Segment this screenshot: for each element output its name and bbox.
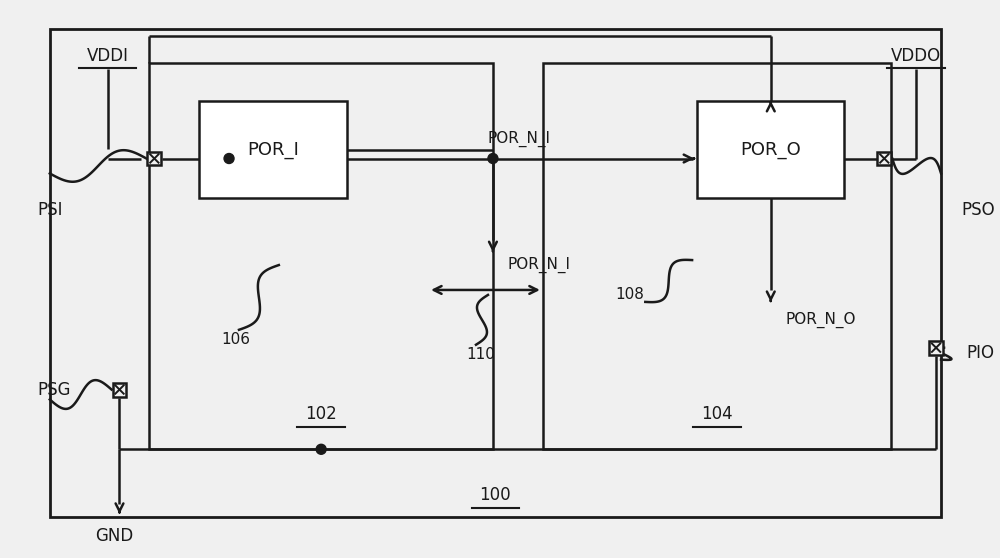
- Text: POR_O: POR_O: [740, 141, 801, 158]
- Bar: [929, 341, 943, 355]
- Text: 110: 110: [466, 347, 495, 362]
- Circle shape: [224, 153, 234, 163]
- Bar: [199, 101, 347, 198]
- Text: POR_I: POR_I: [247, 141, 299, 158]
- Text: 106: 106: [221, 332, 250, 347]
- Text: POR_N_I: POR_N_I: [488, 131, 551, 147]
- Text: PIO: PIO: [966, 344, 994, 362]
- Text: VDDO: VDDO: [891, 47, 941, 65]
- Text: 108: 108: [615, 287, 644, 302]
- Bar: [543, 63, 891, 449]
- Bar: [877, 152, 891, 166]
- Text: GND: GND: [95, 527, 134, 545]
- Text: POR_N_I: POR_N_I: [508, 257, 571, 273]
- Text: 100: 100: [480, 486, 511, 504]
- Text: POR_N_O: POR_N_O: [786, 312, 856, 328]
- Text: PSG: PSG: [38, 381, 71, 398]
- Text: 102: 102: [305, 406, 337, 424]
- Circle shape: [316, 444, 326, 454]
- Text: VDDI: VDDI: [87, 47, 129, 65]
- Bar: [697, 101, 844, 198]
- Text: PSO: PSO: [961, 201, 995, 219]
- Bar: [50, 29, 941, 517]
- Bar: [147, 152, 161, 166]
- Bar: [149, 63, 493, 449]
- Text: 104: 104: [701, 406, 733, 424]
- Circle shape: [488, 153, 498, 163]
- Bar: [113, 383, 126, 397]
- Text: PSI: PSI: [38, 201, 63, 219]
